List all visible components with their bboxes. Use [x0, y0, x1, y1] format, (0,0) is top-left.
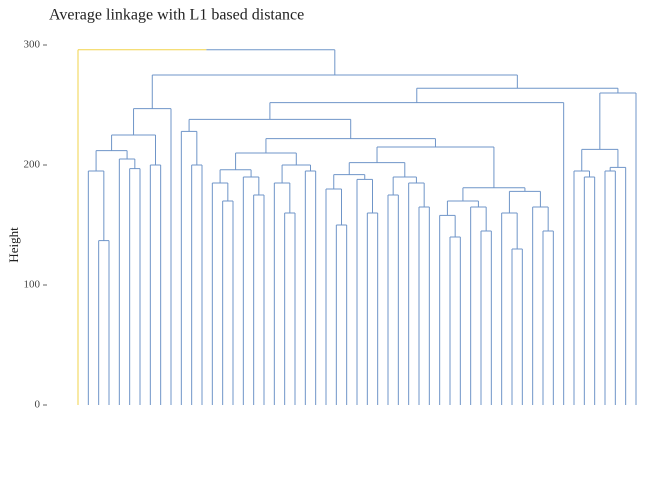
- chart-title: Average linkage with L1 based distance: [49, 7, 304, 24]
- y-tick-label: 200: [24, 159, 41, 171]
- y-tick-label: 300: [24, 39, 41, 51]
- y-tick-label: 0: [35, 399, 41, 411]
- y-tick-label: 100: [24, 279, 41, 291]
- y-axis-label: Height: [6, 227, 21, 263]
